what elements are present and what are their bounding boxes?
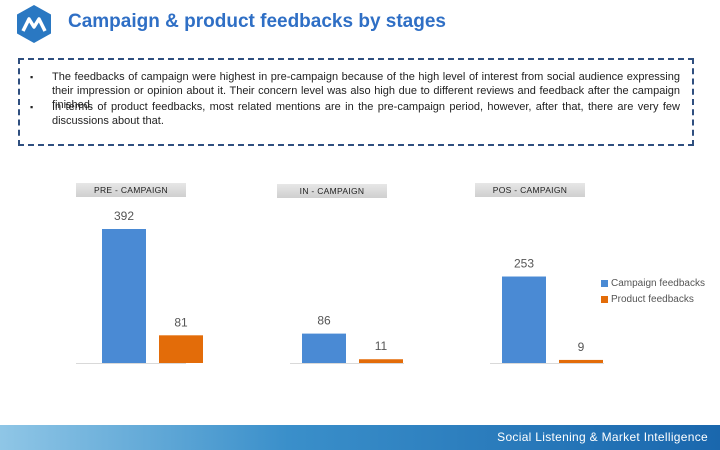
legend-swatch-campaign [601,279,608,287]
bar-campaign-2 [302,333,346,363]
data-label-product-1: 81 [174,315,188,329]
data-label-campaign-1: 392 [114,209,134,223]
legend-item-campaign: Campaign feedbacks [601,278,705,289]
page-title: Campaign & product feedbacks by stages [68,11,446,32]
stage-label-pre: PRE - CAMPAIGN [76,183,186,197]
bar-product-1 [159,335,203,363]
data-label-product-2: 11 [375,339,388,353]
bullet-text: In terms of product feedbacks, most rela… [52,101,680,127]
bar-campaign-1 [102,229,146,363]
bullet-icon: ▪ [30,72,34,82]
data-label-campaign-2: 86 [317,314,331,328]
footer-text: Social Listening & Market Intelligence [497,430,708,444]
bullet-item: ▪ The feedbacks of campaign were highest… [30,70,680,112]
legend-item-product: Product feedbacks [601,294,694,305]
bullet-text: The feedbacks of campaign were highest i… [52,71,680,111]
bar-product-2 [359,359,403,363]
footer-bar: Social Listening & Market Intelligence [0,425,720,450]
feedback-bar-chart: 392 81 86 11 253 9 [76,209,604,364]
bar-campaign-3 [502,276,546,363]
bullet-item: ▪ In terms of product feedbacks, most re… [30,100,680,128]
bullet-icon: ▪ [30,102,34,112]
stage-label-pos: POS - CAMPAIGN [475,183,585,197]
notes-box: ▪ The feedbacks of campaign were highest… [18,58,694,146]
company-logo-icon [17,5,51,43]
bar-product-3 [559,359,603,363]
legend-label-product: Product feedbacks [611,294,694,305]
stage-label-in: IN - CAMPAIGN [277,184,387,198]
data-label-campaign-3: 253 [514,257,534,271]
legend-label-campaign: Campaign feedbacks [611,278,705,289]
legend-swatch-product [601,295,608,303]
data-label-product-3: 9 [578,340,585,354]
